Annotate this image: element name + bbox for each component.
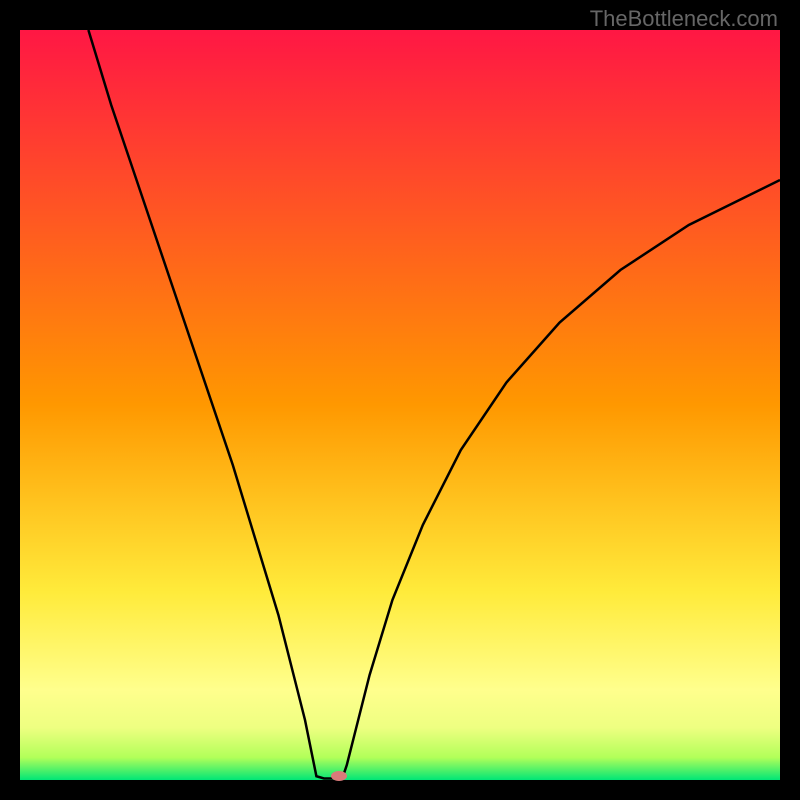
bottleneck-curve <box>88 30 780 779</box>
chart-plot-area <box>20 30 780 780</box>
watermark-text: TheBottleneck.com <box>590 6 778 32</box>
optimal-point-marker <box>331 771 347 781</box>
chart-curve <box>20 30 780 780</box>
